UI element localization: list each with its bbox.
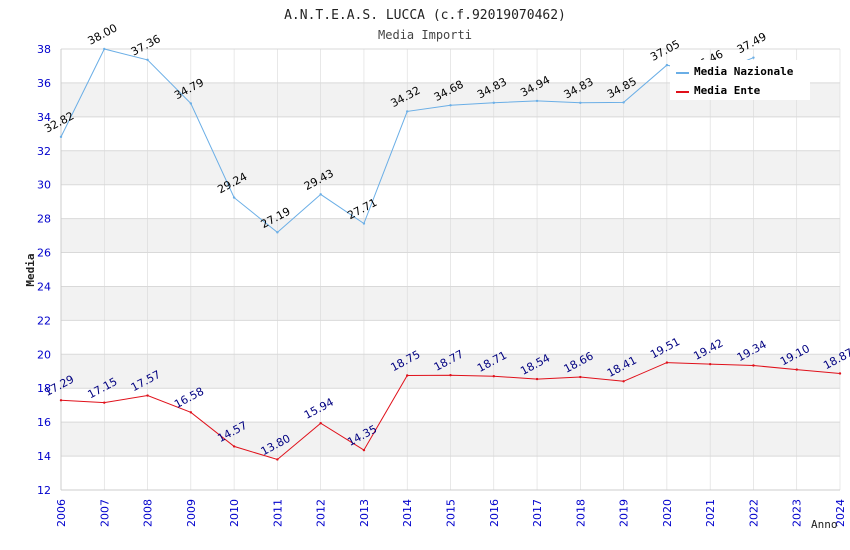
point-media-nazionale-2020 <box>665 63 669 67</box>
x-tick-label-2014: 2014 <box>401 499 414 527</box>
y-tick-label-20: 20 <box>37 348 51 361</box>
x-tick-label-2019: 2019 <box>618 499 631 527</box>
x-tick-label-2012: 2012 <box>315 499 328 527</box>
point-media-nazionale-2014 <box>406 110 409 113</box>
point-media-ente-2023 <box>795 368 798 371</box>
x-tick-label-2021: 2021 <box>704 499 717 527</box>
x-tick-label-2023: 2023 <box>791 499 804 527</box>
data-label-media-nazionale-2022: 37.49 <box>735 30 769 56</box>
y-tick-label-34: 34 <box>37 111 51 124</box>
point-media-ente-2009 <box>189 411 193 414</box>
point-media-ente-2020 <box>665 361 669 364</box>
point-media-ente-2013 <box>362 448 366 452</box>
point-media-ente-2021 <box>708 362 712 366</box>
y-tick-label-24: 24 <box>37 280 51 293</box>
data-label-media-nazionale-2020: 37.05 <box>648 37 682 63</box>
y-tick-label-30: 30 <box>37 179 51 192</box>
y-tick-label-38: 38 <box>37 43 51 56</box>
y-tick-label-26: 26 <box>37 247 51 260</box>
point-media-nazionale-2011 <box>276 231 279 234</box>
point-media-ente-2008 <box>146 394 149 397</box>
point-media-nazionale-2022 <box>752 56 755 59</box>
x-tick-label-2024: 2024 <box>834 499 847 527</box>
data-label-media-nazionale-2007: 38.00 <box>86 21 120 47</box>
data-label-media-ente-2006: 17.29 <box>42 373 76 399</box>
legend-box <box>670 60 810 100</box>
point-media-ente-2015 <box>449 373 452 377</box>
x-tick-label-2015: 2015 <box>445 499 458 527</box>
point-media-nazionale-2008 <box>146 58 149 62</box>
chart-title: A.N.T.E.A.S. LUCCA (c.f.92019070462) <box>284 8 566 23</box>
point-media-ente-2007 <box>103 401 106 404</box>
y-tick-label-14: 14 <box>37 450 51 463</box>
data-label-media-nazionale-2008: 37.36 <box>129 32 163 58</box>
x-tick-label-2010: 2010 <box>228 499 241 527</box>
y-tick-label-18: 18 <box>37 382 51 395</box>
legend-label-media-ente: Media Ente <box>694 84 761 97</box>
x-tick-label-2009: 2009 <box>185 499 198 527</box>
y-tick-label-16: 16 <box>37 416 51 429</box>
point-media-ente-2018 <box>579 375 582 379</box>
y-tick-label-28: 28 <box>37 213 51 226</box>
point-media-nazionale-2006 <box>59 135 63 139</box>
series-layer <box>59 47 842 461</box>
y-tick-label-32: 32 <box>37 145 51 158</box>
point-media-nazionale-2019 <box>622 101 625 104</box>
point-media-nazionale-2018 <box>579 101 582 104</box>
x-tick-label-2022: 2022 <box>747 499 760 527</box>
y-tick-label-12: 12 <box>37 484 51 497</box>
x-tick-label-2011: 2011 <box>271 499 284 527</box>
point-media-nazionale-2015 <box>449 104 452 107</box>
point-media-nazionale-2009 <box>189 102 193 105</box>
x-tick-label-2016: 2016 <box>488 499 501 527</box>
point-media-ente-2019 <box>622 380 625 383</box>
point-media-nazionale-2012 <box>319 193 322 196</box>
point-media-ente-2012 <box>319 421 322 425</box>
point-media-nazionale-2016 <box>492 101 495 104</box>
y-axis-label: Media <box>24 253 37 286</box>
point-media-nazionale-2017 <box>535 99 539 103</box>
x-tick-label-2017: 2017 <box>531 499 544 527</box>
y-tick-label-22: 22 <box>37 314 51 327</box>
x-tick-label-2007: 2007 <box>98 499 111 527</box>
point-media-nazionale-2010 <box>232 196 236 199</box>
y-tick-label-36: 36 <box>37 77 51 90</box>
point-media-ente-2006 <box>59 399 63 402</box>
point-media-ente-2010 <box>232 445 236 448</box>
legend-label-media-nazionale: Media Nazionale <box>694 65 794 78</box>
x-tick-label-2008: 2008 <box>142 499 155 527</box>
gridlines <box>60 48 841 491</box>
x-tick-label-2013: 2013 <box>358 499 371 527</box>
chart-subtitle: Media Importi <box>378 28 472 42</box>
point-media-nazionale-2007 <box>103 47 106 51</box>
point-media-ente-2011 <box>276 458 279 461</box>
point-media-ente-2017 <box>535 377 539 381</box>
point-media-ente-2022 <box>752 364 755 367</box>
legend: Media Nazionale Media Ente <box>670 60 810 100</box>
point-media-ente-2014 <box>406 374 409 377</box>
point-media-ente-2016 <box>492 374 495 378</box>
x-axis-label: Anno <box>811 518 838 531</box>
data-label-media-ente-2012: 15.94 <box>302 396 336 422</box>
x-tick-label-2020: 2020 <box>661 499 674 527</box>
x-tick-label-2006: 2006 <box>55 499 68 527</box>
x-tick-label-2018: 2018 <box>574 499 587 527</box>
point-media-ente-2024 <box>838 372 842 375</box>
point-media-nazionale-2013 <box>362 222 366 225</box>
